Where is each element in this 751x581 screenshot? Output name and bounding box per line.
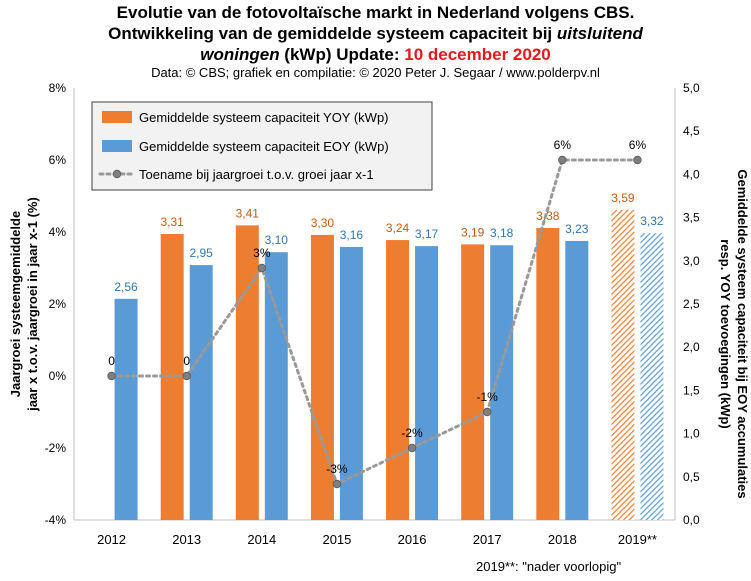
- left-axis-tick-label: 2%: [49, 297, 67, 311]
- footnote: 2019**: "nader voorlopig": [476, 559, 622, 574]
- left-axis-tick-label: 0%: [49, 369, 67, 383]
- bar-eoy-label: 3,10: [265, 233, 289, 247]
- chart-credits: Data: © CBS; grafiek en compilatie: © 20…: [151, 65, 600, 80]
- line-point: [482, 407, 492, 417]
- chart-title-line-3: woningen (kWp) Update: 10 december 2020: [0, 44, 751, 65]
- legend-swatch-eoy: [102, 140, 132, 152]
- right-axis-tick-label: 0,5: [683, 470, 700, 484]
- bar-yoy-label: 3,41: [236, 206, 260, 220]
- right-axis-tick-label: 2,0: [683, 340, 700, 354]
- bar-eoy: [114, 298, 138, 520]
- line-point-label: -2%: [401, 426, 423, 440]
- left-axis-tick-label: 4%: [49, 225, 67, 239]
- bar-yoy: [461, 244, 485, 520]
- bar-eoy-label: 3,18: [490, 226, 514, 240]
- x-axis-tick-label: 2016: [398, 532, 427, 547]
- legend-label-growth: Toename bij jaargroei t.o.v. groei jaar …: [139, 167, 374, 182]
- x-axis-tick-label: 2018: [548, 532, 577, 547]
- line-point: [633, 155, 642, 165]
- x-axis-tick-label: 2017: [473, 532, 502, 547]
- chart-title-line-2-text: Ontwikkeling van de gemiddelde systeem c…: [108, 24, 553, 43]
- x-axis-tick-label: 2013: [172, 532, 201, 547]
- bar-eoy-label: 3,16: [340, 228, 364, 242]
- left-axis-tick-label: 6%: [49, 153, 67, 167]
- right-axis-tick-label: 3,5: [683, 211, 700, 225]
- bar-eoy: [189, 265, 213, 520]
- legend-label-yoy: Gemiddelde systeem capaciteit YOY (kWp): [139, 110, 389, 125]
- chart-update-date: 10 december 2020: [404, 45, 551, 64]
- right-axis-tick-label: 0,0: [683, 513, 700, 527]
- chart-title-line-2-emphasis: uitsluitend: [556, 24, 643, 43]
- line-point-label: -1%: [477, 390, 499, 404]
- bar-eoy: [640, 233, 664, 521]
- legend-swatch-yoy: [102, 111, 132, 123]
- line-point-label: -3%: [326, 462, 348, 476]
- bar-yoy-label: 3,24: [386, 221, 410, 235]
- legend-swatch-marker: [112, 169, 122, 179]
- bar-eoy-label: 3,23: [565, 222, 589, 236]
- x-axis-tick-label: 2012: [97, 532, 126, 547]
- legend-label-eoy: Gemiddelde systeem capaciteit EOY (kWp): [139, 139, 389, 154]
- left-axis-title: Jaargroei systeemgemiddelde jaar x t.o.v.…: [8, 197, 40, 412]
- bar-eoy-label: 2,56: [114, 280, 138, 294]
- bar-yoy-label: 3,30: [311, 216, 335, 230]
- bar-eoy: [339, 246, 363, 520]
- right-axis-tick-label: 2,5: [683, 297, 700, 311]
- line-point-label: 3%: [253, 246, 271, 260]
- bar-eoy: [565, 240, 589, 521]
- left-axis-tick-label: -4%: [45, 513, 67, 527]
- right-axis-tick-label: 4,5: [683, 124, 700, 138]
- bar-yoy: [611, 209, 635, 520]
- bar-eoy: [264, 252, 288, 520]
- bar-yoy: [310, 234, 334, 520]
- chart-title-block: Evolutie van de fotovoltaïsche markt in …: [0, 2, 751, 81]
- series-line-growth: [110, 158, 639, 487]
- chart-title-line-3-emphasis: woningen: [200, 45, 280, 64]
- bar-yoy: [235, 225, 259, 520]
- chart-title-line-1: Evolutie van de fotovoltaïsche markt in …: [116, 3, 635, 22]
- line-point: [407, 443, 417, 453]
- bar-yoy-label: 3,38: [536, 209, 560, 223]
- line-point: [182, 371, 191, 381]
- line-point: [257, 263, 267, 273]
- bar-yoy: [536, 227, 560, 520]
- right-axis-tick-label: 3,0: [683, 254, 700, 268]
- right-axis-tick-label: 5,0: [683, 81, 700, 95]
- left-axis-tick-label: 8%: [49, 81, 67, 95]
- bar-yoy-label: 3,31: [161, 215, 185, 229]
- bar-eoy-label: 3,32: [640, 214, 664, 228]
- x-axis-tick-label: 2015: [322, 532, 351, 547]
- bar-yoy: [160, 234, 184, 521]
- x-axis-tick-label: 2014: [247, 532, 276, 547]
- line-point-label: 6%: [554, 138, 572, 152]
- bar-eoy-label: 2,95: [190, 246, 214, 260]
- right-axis-tick-label: 1,0: [683, 427, 700, 441]
- right-axis-tick-label: 4,0: [683, 167, 700, 181]
- bar-yoy-label: 3,19: [461, 225, 485, 239]
- line-point: [107, 371, 116, 381]
- line-point: [558, 155, 567, 165]
- bar-yoy-label: 3,59: [611, 191, 635, 205]
- right-axis-title: Gemiddelde systeem capaciteit bij EOY ac…: [718, 169, 750, 498]
- line-point-label: 0: [108, 354, 115, 368]
- line-point-label: 0: [183, 354, 190, 368]
- x-axis-tick-label: 2019**: [618, 532, 657, 547]
- bar-eoy: [415, 246, 439, 520]
- chart-title-line-2: Ontwikkeling van de gemiddelde systeem c…: [0, 23, 751, 44]
- left-axis-tick-label: -2%: [45, 441, 67, 455]
- chart-title-line-3-unit: (kWp) Update:: [279, 45, 405, 64]
- bar-eoy: [490, 245, 514, 521]
- bar-yoy: [386, 240, 410, 520]
- bar-eoy-label: 3,17: [415, 227, 439, 241]
- legend-box: [91, 101, 433, 191]
- right-axis-tick-label: 1,5: [683, 383, 700, 397]
- line-point-label: 6%: [629, 138, 647, 152]
- line-point: [332, 479, 342, 489]
